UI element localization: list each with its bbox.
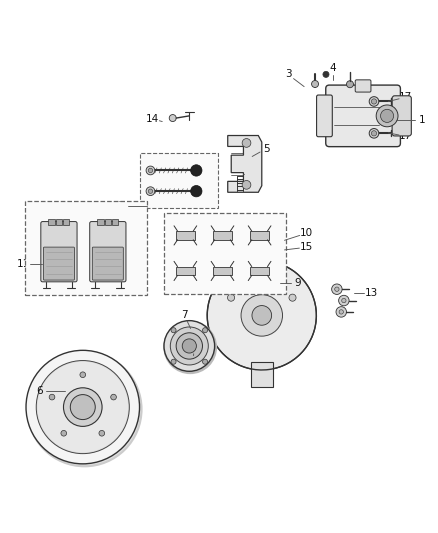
Circle shape [346, 80, 353, 88]
Circle shape [148, 168, 152, 173]
Wedge shape [207, 261, 316, 370]
Text: 9: 9 [294, 278, 301, 288]
Circle shape [202, 359, 208, 364]
Circle shape [241, 295, 283, 336]
FancyBboxPatch shape [43, 247, 74, 280]
Circle shape [371, 131, 377, 136]
Circle shape [242, 181, 251, 189]
Circle shape [37, 362, 128, 453]
FancyBboxPatch shape [392, 96, 411, 136]
Circle shape [323, 71, 329, 77]
Bar [250, 266, 269, 276]
Circle shape [176, 333, 202, 359]
Text: 13: 13 [364, 288, 378, 298]
Circle shape [171, 359, 176, 364]
Bar [213, 266, 232, 276]
Circle shape [64, 388, 102, 426]
Circle shape [191, 185, 202, 197]
Bar [140, 153, 218, 207]
Text: 10: 10 [300, 228, 313, 238]
Circle shape [70, 394, 95, 419]
Text: 8: 8 [190, 358, 196, 368]
Circle shape [80, 372, 85, 377]
Circle shape [191, 165, 202, 176]
Circle shape [202, 328, 208, 333]
Text: 12: 12 [245, 169, 258, 179]
Circle shape [171, 328, 176, 333]
FancyBboxPatch shape [92, 247, 124, 280]
Circle shape [252, 305, 272, 325]
Circle shape [369, 96, 379, 106]
Circle shape [342, 298, 346, 303]
FancyBboxPatch shape [326, 85, 400, 147]
Circle shape [146, 187, 155, 196]
Bar [49, 219, 55, 225]
Text: 4: 4 [329, 63, 336, 73]
Text: 15: 15 [300, 243, 313, 252]
Text: 3: 3 [285, 69, 291, 79]
Circle shape [339, 295, 349, 306]
Circle shape [336, 306, 346, 317]
Circle shape [227, 294, 235, 301]
Polygon shape [251, 362, 273, 386]
Circle shape [242, 139, 251, 147]
Bar [213, 231, 232, 240]
Circle shape [49, 394, 55, 400]
Bar [63, 219, 69, 225]
Circle shape [332, 284, 342, 294]
Circle shape [61, 431, 67, 436]
Bar [56, 219, 62, 225]
FancyBboxPatch shape [317, 95, 332, 137]
Bar [25, 201, 147, 295]
Text: 7: 7 [181, 310, 187, 319]
Text: 17: 17 [399, 132, 413, 141]
Circle shape [28, 352, 141, 466]
Circle shape [99, 431, 105, 436]
Bar [112, 219, 118, 225]
Circle shape [170, 327, 208, 365]
Circle shape [369, 128, 379, 138]
Circle shape [146, 166, 155, 175]
FancyBboxPatch shape [90, 222, 126, 282]
Text: 1: 1 [419, 115, 425, 125]
Circle shape [289, 294, 296, 301]
Text: 17: 17 [399, 92, 413, 102]
Text: 6: 6 [36, 386, 42, 396]
Text: 14: 14 [146, 114, 159, 124]
Circle shape [36, 360, 129, 454]
Circle shape [381, 109, 394, 123]
Circle shape [164, 321, 215, 372]
Bar [164, 213, 286, 294]
Circle shape [164, 321, 216, 373]
Circle shape [339, 310, 343, 314]
Text: 2: 2 [117, 201, 124, 211]
Circle shape [376, 105, 398, 127]
Circle shape [111, 394, 117, 400]
Circle shape [335, 287, 339, 292]
FancyBboxPatch shape [355, 80, 371, 92]
Circle shape [182, 339, 196, 353]
Bar [250, 231, 269, 240]
Bar [176, 266, 195, 276]
Text: 11: 11 [17, 260, 30, 269]
Circle shape [311, 80, 318, 87]
Circle shape [26, 350, 140, 464]
Bar [176, 231, 195, 240]
Bar [105, 219, 111, 225]
Circle shape [371, 99, 377, 104]
Circle shape [169, 115, 176, 122]
FancyBboxPatch shape [41, 222, 77, 282]
Circle shape [148, 189, 152, 193]
Bar [97, 219, 104, 225]
Polygon shape [228, 135, 262, 192]
Text: 5: 5 [263, 143, 269, 154]
